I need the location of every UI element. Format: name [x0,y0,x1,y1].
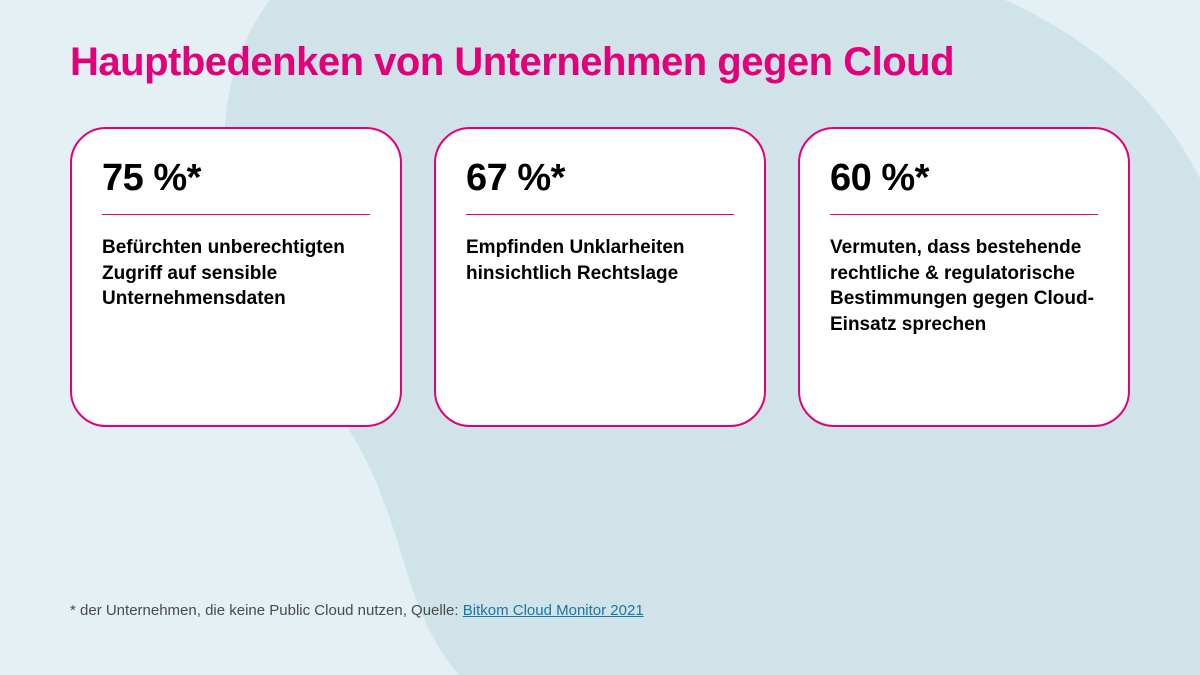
stat-divider [830,214,1098,215]
stat-divider [102,214,370,215]
stat-value: 60 %* [830,157,1098,200]
stat-card: 67 %* Empfinden Unklarheiten hinsichtlic… [434,127,766,427]
slide-title: Hauptbedenken von Unternehmen gegen Clou… [70,40,1130,85]
stat-description: Empfinden Unklarheiten hinsichtlich Rech… [466,235,734,286]
stat-divider [466,214,734,215]
stat-card: 60 %* Vermuten, dass bestehende rechtlic… [798,127,1130,427]
stat-description: Vermuten, dass bestehende rechtliche & r… [830,235,1098,338]
stat-value: 75 %* [102,157,370,200]
footnote-text: * der Unternehmen, die keine Public Clou… [70,602,463,619]
footnote-source-link[interactable]: Bitkom Cloud Monitor 2021 [463,602,644,619]
stat-card: 75 %* Befürchten unberechtigten Zugriff … [70,127,402,427]
stat-cards-row: 75 %* Befürchten unberechtigten Zugriff … [70,127,1130,427]
footnote: * der Unternehmen, die keine Public Clou… [70,602,644,619]
stat-value: 67 %* [466,157,734,200]
stat-description: Befürchten unberechtigten Zugriff auf se… [102,235,370,312]
